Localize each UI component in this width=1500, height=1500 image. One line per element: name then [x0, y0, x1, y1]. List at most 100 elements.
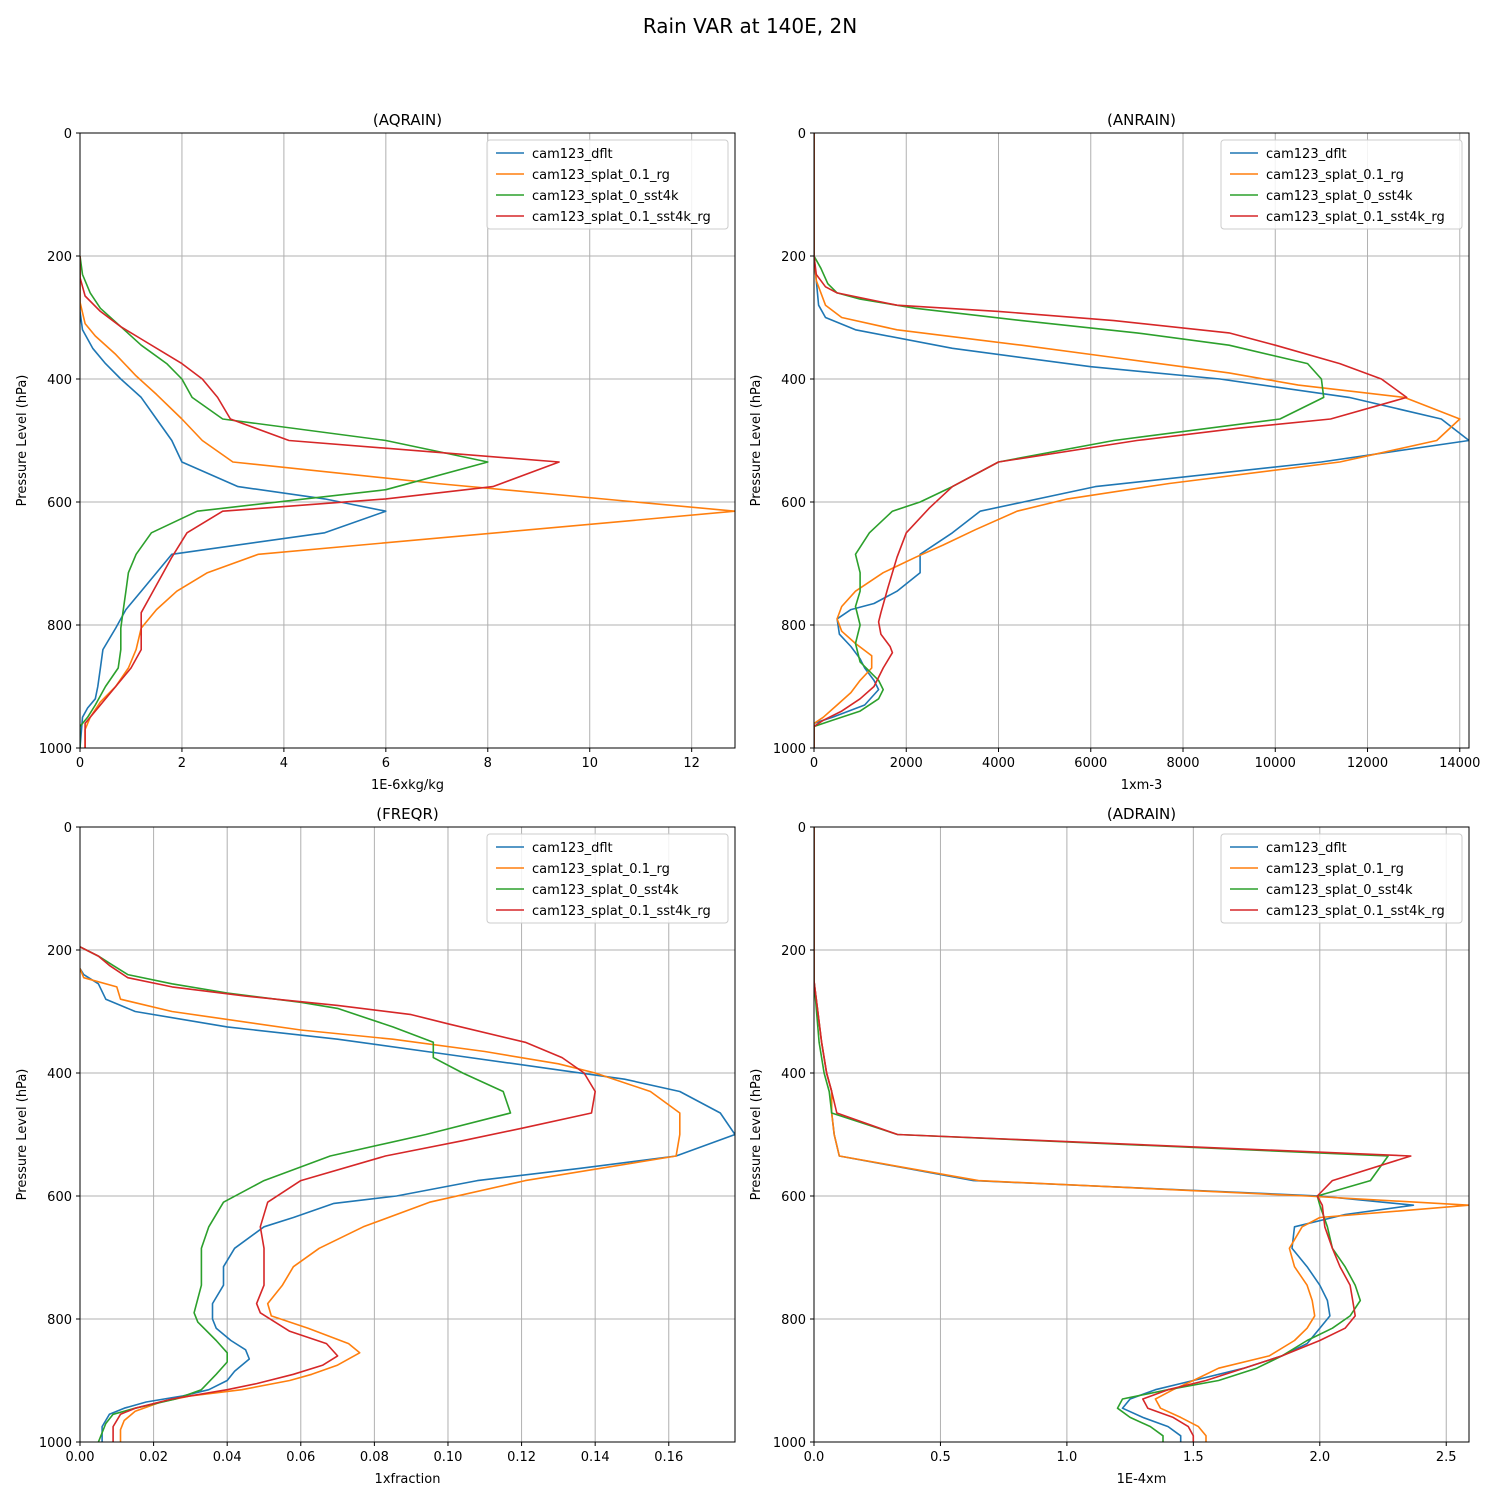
y-tick-label: 0 — [798, 127, 806, 142]
legend-label-4: cam123_splat_0.1_sst4k_rg — [532, 904, 711, 919]
legend-label-4: cam123_splat_0.1_sst4k_rg — [532, 210, 711, 225]
legend-box — [1220, 833, 1463, 924]
x-tick-label: 12000 — [1347, 756, 1388, 771]
legend-label-2: cam123_splat_0.1_rg — [532, 168, 670, 183]
y-axis-label: Pressure Level (hPa) — [15, 375, 30, 507]
series-line-1 — [814, 133, 1469, 748]
y-tick-label: 0 — [798, 821, 806, 836]
x-tick-label: 0.02 — [139, 1450, 168, 1465]
legend: cam123_dflt cam123_splat_0.1_rg cam123_spl… — [486, 139, 729, 230]
x-tick-label: 0.10 — [434, 1450, 463, 1465]
legend-label-4: cam123_splat_0.1_sst4k_rg — [1266, 210, 1445, 225]
y-tick-label: 600 — [781, 1190, 806, 1205]
chart-title: (FREQR) — [376, 805, 438, 823]
x-tick-label: 4000 — [982, 756, 1015, 771]
chart-panel-4: 0.0 0.5 1.0 1.5 2.0 2.5 0 200 400 600 800 1000 (ADRA… — [749, 805, 1470, 1487]
series-line-4 — [814, 133, 1408, 748]
x-tick-label: 2000 — [890, 756, 923, 771]
y-tick-label: 0 — [64, 127, 72, 142]
y-axis-label: Pressure Level (hPa) — [749, 375, 764, 507]
y-tick-label: 600 — [781, 496, 806, 511]
y-axis-label: Pressure Level (hPa) — [749, 1069, 764, 1201]
series-line-2 — [814, 133, 1461, 748]
x-tick-label: 0.16 — [654, 1450, 683, 1465]
series-line-3 — [80, 255, 489, 748]
x-tick-label: 0.06 — [286, 1450, 315, 1465]
y-tick-label: 800 — [781, 619, 806, 634]
y-tick-label: 600 — [47, 1190, 72, 1205]
x-tick-label: 0.5 — [930, 1450, 951, 1465]
x-tick-label: 2.5 — [1436, 1450, 1457, 1465]
x-tick-label: 8000 — [1166, 756, 1199, 771]
x-tick-label: 6 — [382, 756, 390, 771]
plot-frame — [813, 132, 1470, 749]
figure-title: Rain VAR at 140E, 2N — [642, 14, 858, 38]
y-tick-label: 800 — [47, 619, 72, 634]
x-tick-label: 0.12 — [507, 1450, 536, 1465]
x-tick-label: 10000 — [1255, 756, 1296, 771]
legend-label-2: cam123_splat_0.1_rg — [532, 862, 670, 877]
x-tick-label: 1.0 — [1057, 1450, 1078, 1465]
series-line-2 — [80, 968, 681, 1442]
y-tick-label: 200 — [47, 944, 72, 959]
legend-label-3: cam123_splat_0_sst4k — [532, 883, 679, 898]
series-line-3 — [80, 946, 512, 1442]
x-tick-label: 12 — [683, 756, 700, 771]
legend-box — [486, 139, 729, 230]
series-line-1 — [80, 968, 735, 1442]
y-tick-label: 1000 — [39, 742, 72, 757]
x-tick-label: 0.0 — [804, 1450, 825, 1465]
y-axis-label: Pressure Level (hPa) — [15, 1069, 30, 1201]
plot-frame — [79, 132, 736, 749]
x-tick-label: 14000 — [1439, 756, 1480, 771]
x-axis-label: 1xfraction — [375, 1472, 441, 1487]
y-tick-label: 600 — [47, 496, 72, 511]
plot-frame — [79, 826, 736, 1443]
y-tick-label: 200 — [781, 250, 806, 265]
y-tick-label: 1000 — [39, 1436, 72, 1451]
chart-panel-1: 0 2 4 6 8 10 12 0 200 400 600 800 1000 (AQRAIN) 1E-6xk… — [15, 111, 736, 793]
legend: cam123_dflt cam123_splat_0.1_rg cam123_spl… — [486, 833, 729, 924]
series-line-4 — [80, 946, 596, 1442]
series-line-3 — [814, 827, 1389, 1442]
chart-title: (AQRAIN) — [373, 111, 442, 129]
chart-panel-2: 0 2000 4000 6000 8000 10000 12000 14000 0 200 400 6… — [749, 111, 1480, 793]
x-tick-label: 0 — [76, 756, 84, 771]
plot-frame — [813, 826, 1470, 1443]
legend-label-2: cam123_splat_0.1_rg — [1266, 862, 1404, 877]
y-tick-label: 0 — [64, 821, 72, 836]
y-tick-label: 400 — [781, 1067, 806, 1082]
y-tick-label: 800 — [47, 1313, 72, 1328]
x-tick-label: 4 — [280, 756, 288, 771]
y-tick-label: 800 — [781, 1313, 806, 1328]
chart-title: (ANRAIN) — [1107, 111, 1176, 129]
x-tick-label: 0.04 — [213, 1450, 242, 1465]
legend-label-2: cam123_splat_0.1_rg — [1266, 168, 1404, 183]
y-tick-label: 200 — [781, 944, 806, 959]
legend-label-1: cam123_dflt — [1266, 147, 1347, 162]
chart-panel-3: 0.00 0.02 0.04 0.06 0.08 0.10 0.12 0.14 0.16 0 200… — [15, 805, 736, 1487]
legend-label-3: cam123_splat_0_sst4k — [532, 189, 679, 204]
x-tick-label: 0 — [810, 756, 818, 771]
x-tick-label: 2.0 — [1309, 1450, 1330, 1465]
legend-label-1: cam123_dflt — [532, 841, 613, 856]
x-tick-label: 0.14 — [581, 1450, 610, 1465]
x-axis-label: 1E-6xkg/kg — [371, 778, 444, 793]
y-tick-label: 1000 — [773, 742, 806, 757]
x-tick-label: 0.08 — [360, 1450, 389, 1465]
y-tick-label: 200 — [47, 250, 72, 265]
x-tick-label: 8 — [484, 756, 492, 771]
x-tick-label: 1.5 — [1183, 1450, 1204, 1465]
y-tick-label: 1000 — [773, 1436, 806, 1451]
legend-label-3: cam123_splat_0_sst4k — [1266, 883, 1413, 898]
y-tick-label: 400 — [781, 373, 806, 388]
legend-box — [486, 833, 729, 924]
y-tick-label: 400 — [47, 1067, 72, 1082]
legend-box — [1220, 139, 1463, 230]
legend-label-3: cam123_splat_0_sst4k — [1266, 189, 1413, 204]
series-line-4 — [814, 827, 1412, 1442]
legend-label-1: cam123_dflt — [532, 147, 613, 162]
y-tick-label: 400 — [47, 373, 72, 388]
legend-label-4: cam123_splat_0.1_sst4k_rg — [1266, 904, 1445, 919]
